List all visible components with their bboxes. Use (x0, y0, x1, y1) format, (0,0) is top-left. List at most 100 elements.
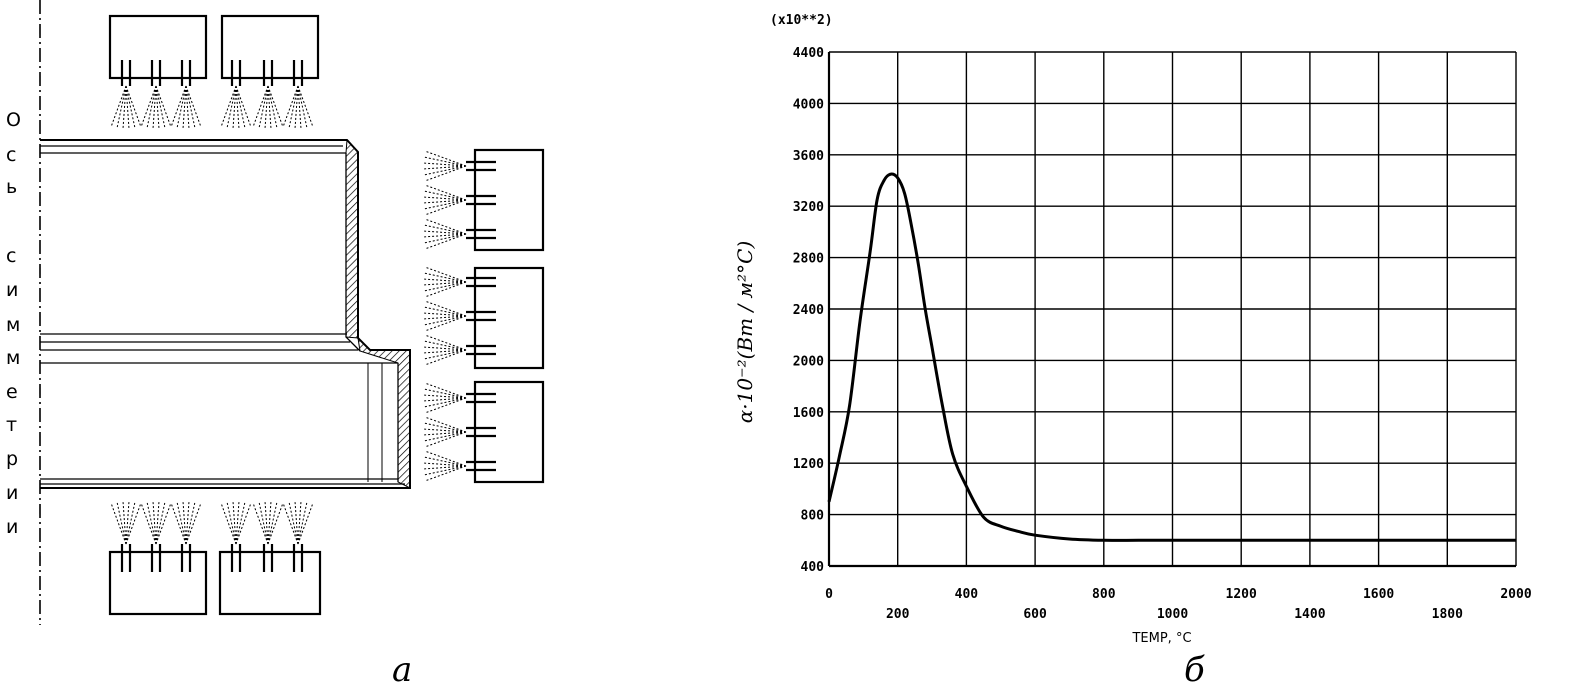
spray-jet (422, 281, 467, 292)
spray-jet (422, 397, 467, 402)
spray-jet (288, 85, 299, 130)
spray-jet (125, 85, 142, 128)
axis-letter: е (6, 381, 18, 403)
x-tick-label: 0 (825, 587, 833, 602)
spray-jet (110, 85, 127, 128)
spray-jet (422, 431, 467, 442)
spray-jet (267, 502, 284, 545)
multiplier-label: (x10**2) (770, 13, 833, 28)
spray-jet (424, 450, 467, 467)
schematic-drawing: О с ь с и м м е т р и и (6, 0, 545, 625)
axis-letter: О (6, 109, 21, 131)
spray-jet (422, 422, 467, 433)
y-tick-label: 400 (801, 560, 825, 575)
spray-nozzles (110, 60, 496, 572)
spray-jet (422, 199, 467, 204)
spray-jet (422, 465, 467, 470)
spray-jet (140, 85, 157, 128)
spray-jet (424, 416, 467, 433)
y-tick-label: 2400 (793, 303, 824, 318)
spray-jet (422, 165, 467, 170)
y-tick-label: 4000 (793, 97, 824, 112)
symmetry-axis-label: О с ь с и м м е т р и и (6, 109, 21, 538)
spray-jet (185, 502, 202, 545)
spray-jet (267, 85, 284, 128)
spray-jet (110, 502, 127, 545)
axis-letter: с (6, 245, 16, 267)
spray-jet (267, 500, 272, 545)
spray-jet (422, 349, 467, 354)
spray-jet (146, 500, 157, 545)
spray-jet (282, 502, 299, 545)
y-tick-label: 1200 (793, 457, 824, 472)
spray-jet (235, 502, 252, 545)
spray-jet (185, 85, 202, 128)
spray-jet (422, 346, 467, 351)
y-axis-title: α·10⁻²(Вт / м²°С) (733, 241, 757, 424)
spray-jet (422, 199, 467, 210)
spray-jet (267, 85, 278, 130)
spray-jet (422, 312, 467, 317)
spray-jet (424, 465, 467, 482)
spray-jet (422, 196, 467, 201)
spray-jet (422, 397, 467, 408)
spray-jet (258, 500, 269, 545)
spray-jet (176, 85, 187, 130)
spray-jet (422, 394, 467, 399)
spray-jet (182, 85, 187, 130)
spray-jet (185, 85, 190, 130)
y-tick-label: 800 (801, 509, 825, 524)
spray-jet (125, 85, 130, 130)
spray-jet (252, 85, 269, 128)
spray-jet (152, 500, 157, 545)
spray-jet (294, 85, 299, 130)
series-line (827, 172, 1516, 542)
spray-jet (424, 199, 467, 216)
spray-jet (235, 85, 246, 130)
spray-jet (422, 278, 467, 283)
spray-jet (176, 500, 187, 545)
spray-jet (297, 85, 308, 130)
spray-jet (264, 85, 269, 130)
y-tick-label: 2800 (793, 252, 824, 267)
spray-jet (424, 218, 467, 235)
spray-jet (220, 85, 237, 128)
x-axis-title: TEMP, °C (1131, 631, 1191, 646)
spray-jet (125, 502, 142, 545)
spray-jet (235, 85, 252, 128)
caption-b: б (1184, 650, 1205, 690)
spray-jet (422, 190, 467, 201)
y-tick-labels: 400 800 1200 1600 2000 2400 2800 3200 3600 4000 44… (793, 46, 824, 575)
spray-jet (185, 85, 196, 130)
sprayer-right-middle (473, 266, 545, 370)
spray-jet (422, 230, 467, 235)
spray-jet (424, 349, 467, 366)
spray-jet (235, 500, 246, 545)
spray-jet (424, 281, 467, 298)
x-tick-labels: 0 200 400 600 800 1000 1200 1400 1600 1800 2000 (825, 587, 1532, 622)
chart-canvas: (x10**2) 4008001200160020002400280032003… (733, 13, 1532, 646)
spray-jet (422, 349, 467, 360)
spray-jet (422, 462, 467, 467)
spray-jet (422, 465, 467, 476)
spray-jet (170, 502, 187, 545)
spray-jet (424, 165, 467, 182)
spray-jet (125, 500, 130, 545)
axis-letter: м (6, 347, 20, 369)
sprayer-bottom-left (108, 550, 208, 616)
y-tick-label: 3600 (793, 149, 824, 164)
spray-jet (422, 315, 467, 320)
spray-jet (424, 397, 467, 414)
spray-jet (297, 502, 314, 545)
spray-jet (116, 85, 127, 130)
spray-jet (125, 85, 136, 130)
spray-jet (232, 85, 237, 130)
axis-letter: с (6, 144, 16, 166)
axis-letter: и (6, 482, 18, 504)
x-tick-label: 800 (1092, 587, 1116, 602)
axis-letter: и (6, 279, 18, 301)
spray-jet (424, 150, 467, 167)
spray-jet (155, 85, 172, 128)
sprayer-top-left (108, 14, 208, 80)
axis-letter: р (6, 448, 18, 470)
